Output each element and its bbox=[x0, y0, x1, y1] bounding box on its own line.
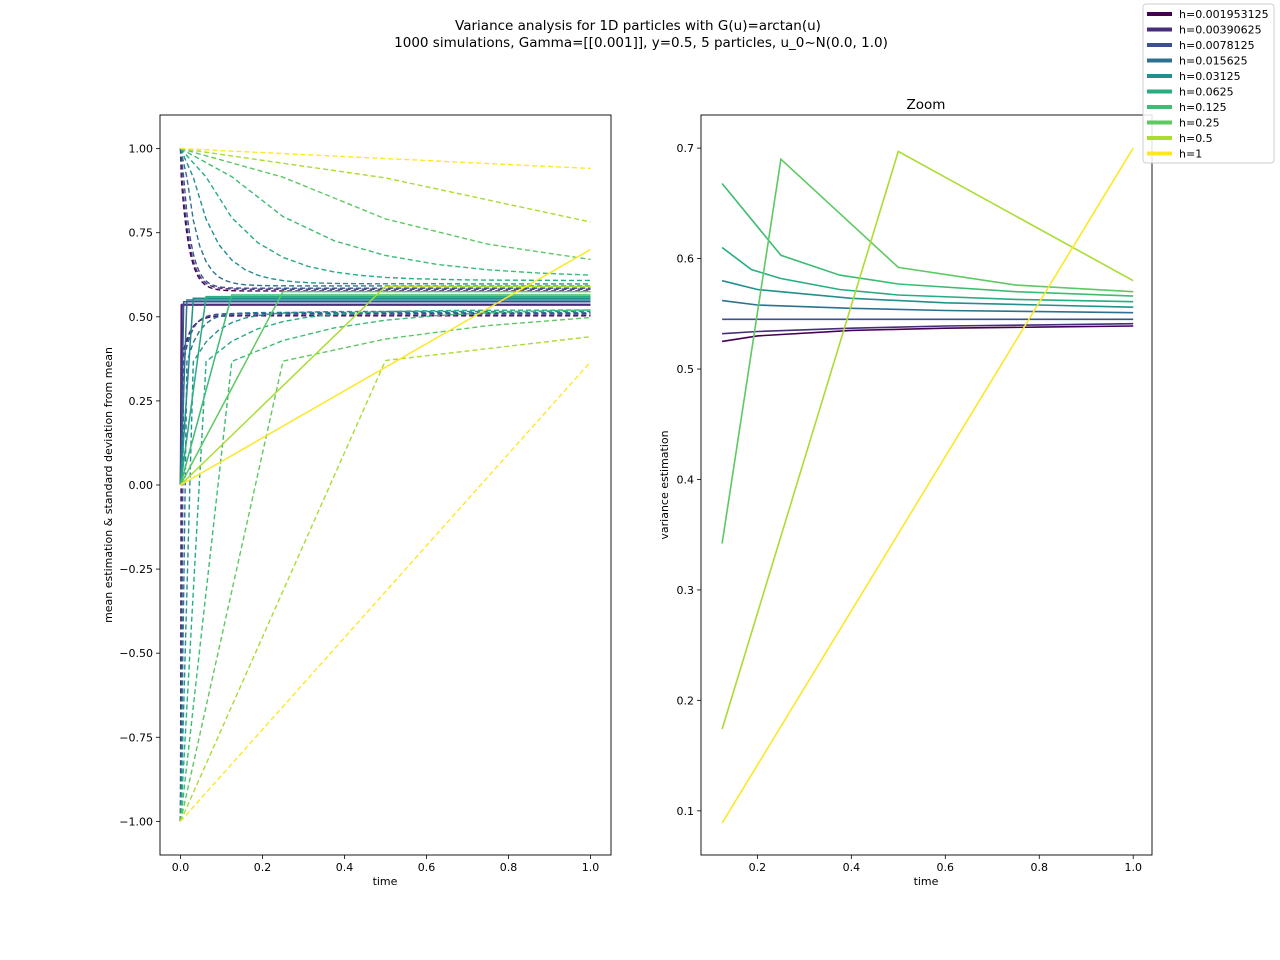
upper-std-line-h-0.015625 bbox=[179, 148, 591, 287]
variance-x-ticks: 0.2 0.4 0.6 0.8 1.0 bbox=[749, 855, 1142, 874]
mean-std-y-tick-label: 1.00 bbox=[129, 143, 154, 156]
mean-line-h-1 bbox=[180, 248, 591, 486]
mean-std-x-ticks: 0.0 0.2 0.4 0.6 0.8 1.0 bbox=[172, 855, 600, 874]
mean-std-x-tick-label: 0.0 bbox=[172, 861, 190, 874]
mean-std-y-tick-label: 0.25 bbox=[129, 395, 154, 408]
variance-line-h-0.015625 bbox=[722, 299, 1134, 314]
mean-line-h-0.0625 bbox=[179, 295, 591, 486]
legend-entry-label: h=0.125 bbox=[1179, 101, 1227, 114]
mean-std-y-ticks: −1.00 −0.75 −0.50 −0.25 0.00 0.25 0.50 0.75 1.00 bbox=[119, 143, 160, 828]
variance-x-tick-label: 0.2 bbox=[749, 861, 767, 874]
legend-box bbox=[1142, 3, 1275, 164]
mean-std-y-axis-label: mean estimation & standard deviation fro… bbox=[102, 347, 115, 623]
mean-line-h-0.25 bbox=[179, 290, 591, 486]
upper-std-line-h-0.0078125 bbox=[179, 148, 591, 289]
mean-line-h-0.015625 bbox=[179, 299, 591, 486]
variance-line-h-0.25 bbox=[721, 157, 1134, 544]
mean-line-h-0.0078125 bbox=[179, 300, 591, 486]
mean-std-y-tick-label: −1.00 bbox=[119, 815, 153, 828]
upper-std-line-h-0.0625 bbox=[179, 148, 591, 282]
mean-std-x-tick-label: 0.6 bbox=[418, 861, 436, 874]
mean-line-h-0.00390625 bbox=[179, 303, 591, 486]
variance-plot-title: Zoom bbox=[907, 97, 946, 113]
variance-x-axis-label: time bbox=[914, 875, 939, 888]
lower-std-line-h-0.001953125 bbox=[179, 315, 591, 822]
figure-title-line-2: 1000 simulations, Gamma=[[0.001]], y=0.5… bbox=[394, 35, 888, 51]
upper-std-line-h-0.03125 bbox=[179, 148, 591, 285]
mean-std-y-tick-label: −0.75 bbox=[119, 731, 153, 744]
mean-line-h-0.03125 bbox=[179, 297, 591, 486]
mean-std-y-tick-label: 0.00 bbox=[129, 479, 154, 492]
upper-std-line-h-1 bbox=[180, 147, 591, 170]
variance-line-h-0.001953125 bbox=[721, 325, 1134, 343]
legend-entry-label: h=0.5 bbox=[1179, 132, 1213, 145]
upper-std-line-h-0.5 bbox=[180, 147, 591, 223]
variance-line-h-0.00390625 bbox=[722, 322, 1134, 335]
mean-line-h-0.001953125 bbox=[179, 304, 591, 486]
upper-std-line-h-0.25 bbox=[180, 147, 591, 261]
mean-line-h-0.5 bbox=[179, 285, 591, 486]
mean-std-x-tick-label: 0.8 bbox=[500, 861, 518, 874]
legend-entry-label: h=0.001953125 bbox=[1179, 8, 1269, 21]
legend-entry-label: h=0.0078125 bbox=[1179, 39, 1255, 52]
mean-std-plot-frame bbox=[159, 114, 612, 856]
mean-std-x-axis-label: time bbox=[373, 875, 398, 888]
lower-std-line-h-1 bbox=[179, 361, 592, 822]
mean-std-y-tick-label: 0.50 bbox=[129, 311, 154, 324]
variance-y-tick-label: 0.6 bbox=[677, 253, 695, 266]
variance-y-tick-label: 0.2 bbox=[677, 694, 695, 707]
figure-title-line-1: Variance analysis for 1D particles with … bbox=[455, 18, 821, 34]
variance-y-axis-label: variance estimation bbox=[658, 430, 671, 539]
variance-y-tick-label: 0.4 bbox=[677, 473, 695, 486]
lower-std-line-h-0.0078125 bbox=[179, 312, 591, 822]
lower-std-line-h-0.015625 bbox=[179, 311, 591, 822]
mean-std-series-lines bbox=[179, 147, 592, 822]
mean-std-x-tick-label: 0.2 bbox=[254, 861, 272, 874]
mean-std-plot: 0.0 0.2 0.4 0.6 0.8 1.0 −1.00 −0.75 −0.50 −0.25 0… bbox=[102, 114, 612, 888]
variance-line-h-0.03125 bbox=[721, 279, 1134, 308]
lower-std-line-h-0.00390625 bbox=[179, 314, 591, 822]
legend-entry-label: h=0.00390625 bbox=[1179, 24, 1262, 37]
upper-std-line-h-0.125 bbox=[180, 147, 591, 276]
legend-entry-label: h=0.25 bbox=[1179, 117, 1220, 130]
lower-std-line-h-0.125 bbox=[179, 309, 591, 822]
variance-x-tick-label: 0.6 bbox=[937, 861, 955, 874]
mean-std-y-tick-label: 0.75 bbox=[129, 227, 154, 240]
variance-series-lines bbox=[721, 147, 1134, 824]
variance-y-tick-label: 0.7 bbox=[677, 142, 695, 155]
variance-x-tick-label: 0.8 bbox=[1031, 861, 1049, 874]
variance-line-h-0.5 bbox=[721, 150, 1134, 730]
variance-zoom-plot: 0.2 0.4 0.6 0.8 1.0 0.1 0.2 0.3 0.4 0.5 0.6 0.7 Zo… bbox=[658, 97, 1153, 888]
mean-line-h-0.125 bbox=[179, 294, 591, 486]
upper-std-line-h-0.001953125 bbox=[179, 148, 591, 292]
variance-y-ticks: 0.1 0.2 0.3 0.4 0.5 0.6 0.7 bbox=[677, 142, 701, 818]
lower-std-line-h-0.5 bbox=[179, 336, 591, 822]
lower-std-line-h-0.25 bbox=[179, 316, 591, 822]
legend: h=0.001953125 h=0.00390625 h=0.0078125 h=0.… bbox=[1142, 3, 1275, 164]
mean-std-x-tick-label: 0.4 bbox=[336, 861, 354, 874]
legend-entry-label: h=0.015625 bbox=[1179, 55, 1248, 68]
mean-std-y-tick-label: −0.50 bbox=[119, 647, 153, 660]
mean-std-y-tick-label: −0.25 bbox=[119, 563, 153, 576]
legend-entry-label: h=0.03125 bbox=[1179, 70, 1241, 83]
legend-entry-label: h=1 bbox=[1179, 148, 1202, 161]
variance-line-h-0.125 bbox=[721, 182, 1134, 297]
lower-std-line-h-0.0625 bbox=[179, 309, 591, 822]
legend-entry-label: h=0.0625 bbox=[1179, 86, 1234, 99]
variance-y-tick-label: 0.1 bbox=[677, 805, 695, 818]
variance-plot-frame bbox=[700, 114, 1153, 856]
variance-y-tick-label: 0.5 bbox=[677, 363, 695, 376]
variance-x-tick-label: 0.4 bbox=[843, 861, 861, 874]
lower-std-line-h-0.03125 bbox=[179, 310, 591, 822]
variance-y-tick-label: 0.3 bbox=[677, 584, 695, 597]
variance-line-h-0.0625 bbox=[721, 246, 1134, 303]
variance-line-h-1 bbox=[721, 147, 1134, 824]
mean-std-x-tick-label: 1.0 bbox=[582, 861, 600, 874]
variance-x-tick-label: 1.0 bbox=[1124, 861, 1142, 874]
